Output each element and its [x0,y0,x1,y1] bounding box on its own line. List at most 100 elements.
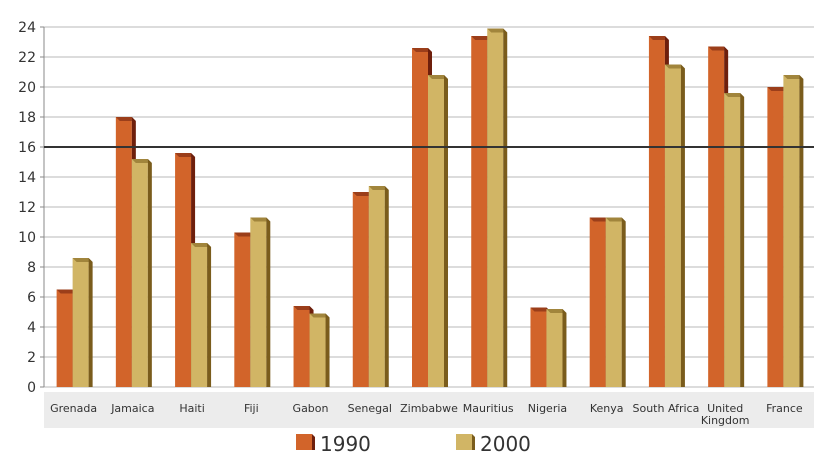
bar-side-shade [88,258,93,387]
y-tick-label: 18 [18,110,36,126]
bar-top-shade [115,117,136,121]
bar-1990-zimbabwe [412,48,428,387]
y-tick-label: 6 [27,290,36,306]
x-tick-label: Grenada [50,402,97,415]
bar-top-shade [56,289,77,294]
bar-1990-grenada [56,289,73,387]
x-axis-labels: Grenada Jamaica Haiti Fiji Gabon Senegal Zimba… [50,402,803,427]
bar-1990-haiti [175,153,192,387]
y-tick-label: 24 [18,20,36,36]
x-tick-label: Haiti [179,402,204,415]
bar-2000-senegal [368,186,385,387]
legend-label-2000: 2000 [480,432,531,454]
bar-top-shade [175,153,196,157]
x-tick-label: South Africa [633,402,700,415]
bar-top-shade [368,186,389,190]
bar-top-shade [605,217,626,222]
legend-label-1990: 1990 [320,432,371,454]
bar-1990-senegal [352,192,369,387]
bar-side-shade [621,217,626,387]
x-tick-label: France [766,402,803,415]
label-band [44,392,814,428]
legend-swatch-2000 [456,434,472,450]
y-tick-label: 12 [18,200,36,216]
bar-top-shade [250,217,271,222]
bar-side-shade [740,93,745,387]
bar-top-shade [589,217,610,222]
bar-2000-grenada [72,258,89,387]
bar-top-shade [724,93,745,97]
bar-2000-gabon [309,313,326,387]
bar-top-shade [471,36,492,40]
bar-side-shade [207,243,212,387]
bar-1990-nigeria [530,307,547,387]
x-tick-label: Senegal [348,402,392,415]
bar-1990-south-africa [648,36,665,387]
bar-top-shade [767,87,788,91]
bar-side-shade [266,217,271,387]
bar-top-shade [530,307,551,312]
bar-top-shade [191,243,212,247]
bar-1990-fiji [234,232,251,387]
y-tick-label: 4 [27,320,36,336]
bar-top-shade [428,75,448,79]
y-tick-label: 8 [27,260,36,276]
legend-swatch-shade [312,434,315,450]
bar-top-shade [546,309,567,313]
y-tick-label: 16 [18,140,36,156]
bar-side-shade [444,75,448,387]
bar-1990-kenya [589,217,606,387]
bar-top-shade [487,28,508,33]
bar-top-shade [72,258,93,262]
y-tick-label: 2 [27,350,36,366]
bar-side-shade [562,309,567,387]
bar-2000-nigeria [546,309,563,387]
x-tick-label: Nigeria [528,402,567,415]
bar-top-shade [131,159,152,163]
bar-side-shade [799,75,804,387]
x-tick-label: United [707,402,743,415]
x-tick-label: Mauritius [463,402,514,415]
bar-2000-france [783,75,800,387]
bar-2000-kenya [605,217,622,387]
bar-side-shade [384,186,389,387]
bar-top-shade [309,313,330,318]
bar-2000-united-kingdom [724,93,741,387]
bar-top-shade [352,192,373,196]
bar-top-shade [664,64,685,69]
bar-2000-south-africa [664,64,681,387]
bar-1990-united-kingdom [708,46,725,387]
bar-top-shade [708,46,729,51]
bar-top-shade [234,232,255,237]
bar-1990-france [767,87,784,387]
y-tick-label: 14 [18,170,36,186]
x-tick-label: Zimbabwe [400,402,458,415]
legend: 1990 2000 [296,432,531,454]
bar-side-shade [147,159,152,387]
bar-1990-gabon [293,306,310,387]
y-tick-label: 20 [18,80,36,96]
x-tick-label: Kenya [590,402,624,415]
legend-swatch-1990 [296,434,312,450]
bar-2000-jamaica [131,159,148,387]
bar-2000-haiti [191,243,208,387]
bar-1990-mauritius [471,36,488,387]
y-tick-label: 22 [18,50,36,66]
bar-2000-zimbabwe [428,75,444,387]
x-tick-label: Jamaica [110,402,154,415]
bar-top-shade [783,75,804,79]
y-tick-label: 0 [27,380,36,396]
bar-1990-jamaica [115,117,132,387]
bar-top-shade [412,48,432,52]
legend-swatch-shade [472,434,475,450]
y-tick-label: 10 [18,230,36,246]
bar-side-shade [503,28,508,387]
bar-side-shade [680,64,685,387]
bar-side-shade [325,313,330,387]
bar-top-shade [293,306,314,310]
bar-2000-fiji [250,217,267,387]
bars [56,28,804,387]
x-tick-label: Fiji [244,402,259,415]
